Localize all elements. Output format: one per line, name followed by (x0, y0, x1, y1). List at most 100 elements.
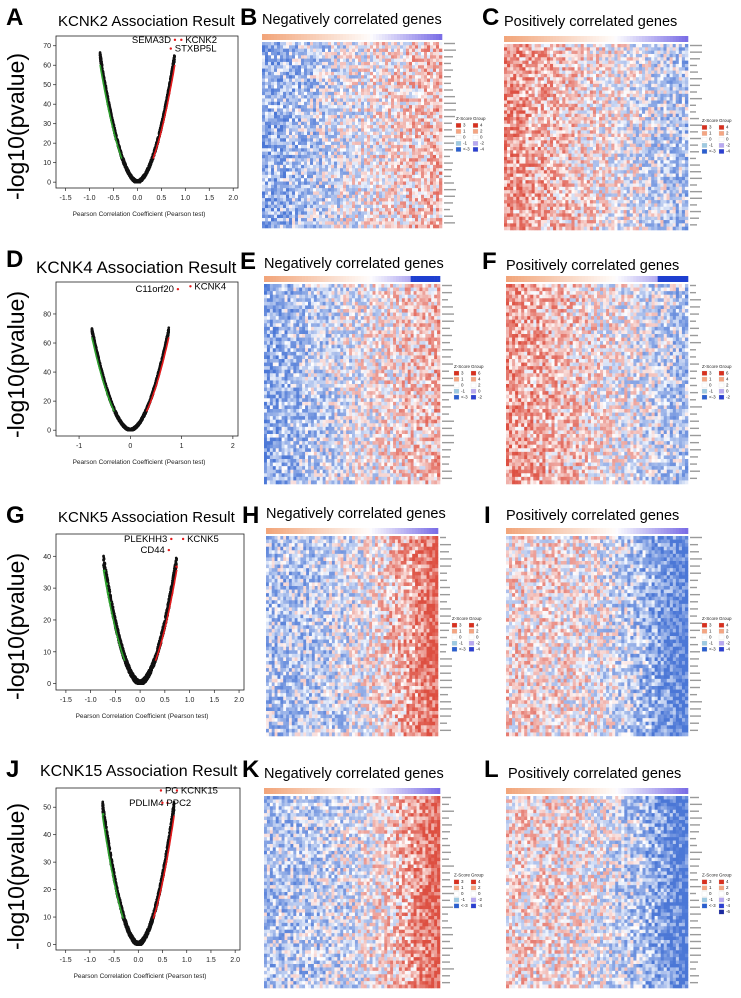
legend-label: 6 (478, 371, 481, 376)
legend-swatch (470, 897, 477, 903)
group-bar (506, 788, 689, 794)
group-bar (264, 276, 441, 282)
legend-swatch (453, 376, 460, 382)
legend-label: -4 (480, 147, 484, 152)
gene-annotation: CD44 (141, 545, 165, 556)
x-tick-label: -0.5 (108, 957, 120, 964)
x-tick-label: 0.0 (133, 957, 143, 964)
legend-swatch (718, 370, 725, 376)
legend-swatch (468, 640, 475, 646)
y-tick-label: 0 (47, 428, 51, 435)
legend-swatch (470, 879, 477, 885)
panel-letter-g: G (6, 504, 25, 528)
x-tick-label: 0.0 (133, 195, 143, 202)
group-bar (506, 276, 689, 282)
legend-zscore-title: Z-Score (454, 364, 471, 369)
annotated-point (166, 801, 169, 805)
legend-swatch (470, 382, 477, 388)
legend-label: 1 (709, 131, 712, 136)
x-tick-label: -1.5 (60, 697, 72, 704)
y-tick-label: 40 (43, 832, 51, 839)
gene-annotation: KCNK15 (181, 785, 218, 796)
y-axis-label-a: -log10(pvalue) (3, 53, 29, 200)
gene-name-column (690, 796, 702, 984)
legend-swatch (718, 125, 725, 130)
heatmap-title-l: Positively correlated genes (508, 766, 681, 782)
volcano-plot-a: 0 10 20 30 40 50 60 70 -1.5 -1.0 -0.5 0.0 0.5 1.0 1.5 2… (43, 35, 239, 218)
legend-label: <-3 (709, 647, 716, 652)
y-tick-label: 30 (43, 121, 51, 128)
y-tick-label: 10 (43, 160, 51, 167)
volcano-points (101, 800, 176, 946)
plot-frame (55, 533, 245, 691)
legend-swatch (718, 131, 725, 136)
legend-label: 0 (478, 891, 481, 896)
legend-swatch (455, 129, 462, 134)
legend-swatch (453, 370, 460, 376)
negative-significant-curve (99, 64, 123, 159)
legend-swatch (718, 885, 725, 891)
legend-label: -2 (726, 897, 730, 902)
legend-swatch (453, 388, 460, 394)
legend-group-title: Group (471, 873, 484, 878)
x-tick-label: 0.5 (160, 697, 170, 704)
x-tick-label: 0.0 (135, 697, 145, 704)
gene-name-column (690, 284, 702, 480)
y-tick-label: 70 (43, 43, 51, 50)
y-tick-label: 0 (47, 180, 51, 187)
legend-label: <-3 (461, 903, 468, 908)
legend-swatch (718, 622, 725, 628)
legend-swatch (701, 903, 708, 909)
legend-label: 6 (726, 371, 729, 376)
legend-swatch (455, 141, 462, 146)
heatmap-title-h: Negatively correlated genes (266, 506, 446, 522)
x-tick-label: -0.5 (107, 195, 119, 202)
x-tick-label: -1.5 (60, 195, 72, 202)
legend-swatch (701, 370, 708, 376)
y-tick-label: 60 (43, 63, 51, 70)
legend-label: 0 (476, 635, 479, 640)
gene-annotation: C11orf20 (136, 284, 174, 295)
y-tick-label: 40 (43, 102, 51, 109)
legend-swatch (468, 646, 475, 652)
positive-significant-curve (152, 815, 175, 919)
legend-swatch (472, 135, 479, 140)
legend-label: 3 (461, 371, 464, 376)
gene-name-column (440, 536, 452, 732)
legend-label: -4 (726, 647, 730, 652)
gene-annotation: KCNK5 (187, 534, 219, 545)
legend-label: -2 (476, 641, 480, 646)
x-tick-label: 1.5 (209, 697, 219, 704)
legend-swatch (701, 143, 708, 148)
legend-swatch (701, 897, 708, 903)
x-tick-label: 1.0 (185, 697, 195, 704)
legend-label: 2 (480, 129, 483, 134)
legend-label: -4 (726, 149, 730, 154)
legend-label: <-3 (709, 149, 716, 154)
annotated-point (180, 38, 183, 42)
x-tick-label: 0.5 (158, 957, 168, 964)
legend-swatch (718, 137, 725, 142)
volcano-plot-j: 0 10 20 30 40 50 -1.5 -1.0 -0.5 0.0 0.5 1.0 1.5 2.0 Pe… (43, 785, 241, 980)
legend-swatch (468, 634, 475, 640)
legend-label: -1 (709, 641, 713, 646)
legend-swatch (718, 382, 725, 388)
heatmap-title-k: Negatively correlated genes (264, 766, 444, 782)
legend-label: <-3 (709, 903, 716, 908)
x-tick-label: 2.0 (230, 957, 240, 964)
legend-swatch (718, 376, 725, 382)
legend-label: 0 (709, 635, 712, 640)
legend-swatch (453, 903, 460, 909)
heatmap-cells (264, 796, 441, 989)
legend-label: -2 (478, 395, 482, 400)
panel-letter-d: D (6, 248, 23, 272)
positive-significant-curve (152, 64, 176, 159)
legend-swatch (470, 370, 477, 376)
legend-swatch (718, 879, 725, 885)
legend-label: 1 (459, 629, 462, 634)
